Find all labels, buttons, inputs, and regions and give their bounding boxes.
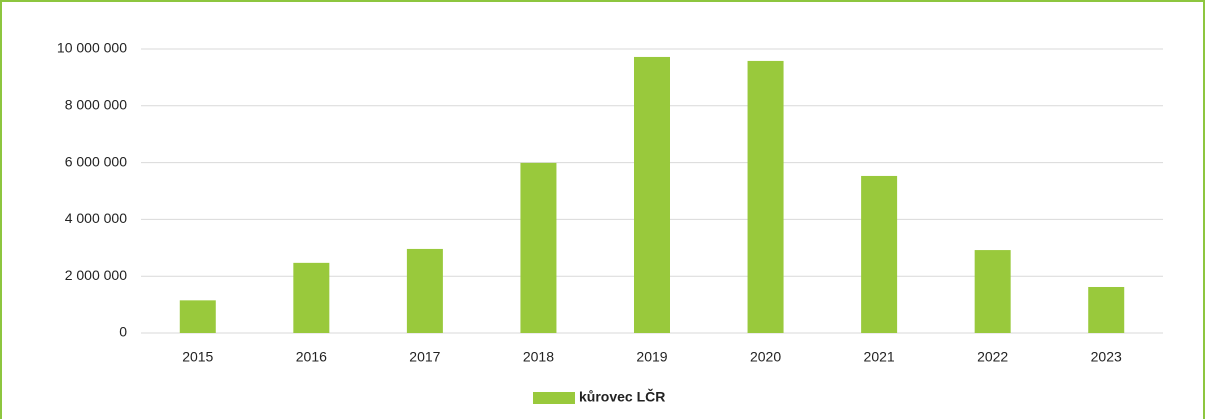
x-tick-label: 2017 xyxy=(409,349,440,365)
legend-label: kůrovec LČR xyxy=(579,388,665,405)
x-tick-label: 2023 xyxy=(1091,349,1122,365)
x-tick-label: 2016 xyxy=(296,349,327,365)
bar xyxy=(406,248,443,333)
y-tick-label: 8 000 000 xyxy=(65,97,127,113)
x-tick-label: 2019 xyxy=(636,349,667,365)
y-tick-label: 4 000 000 xyxy=(65,210,127,226)
bar xyxy=(861,175,898,333)
x-tick-label: 2018 xyxy=(523,349,554,365)
y-tick-label: 10 000 000 xyxy=(57,40,127,56)
x-tick-label: 2015 xyxy=(182,349,213,365)
x-tick-label: 2021 xyxy=(864,349,895,365)
bar xyxy=(293,262,330,333)
bar xyxy=(520,162,557,333)
x-tick-label: 2020 xyxy=(750,349,781,365)
y-tick-label: 0 xyxy=(119,324,127,340)
x-tick-label: 2022 xyxy=(977,349,1008,365)
legend-swatch xyxy=(533,392,575,404)
bar xyxy=(747,60,784,333)
bar xyxy=(634,56,670,334)
bar xyxy=(179,300,216,333)
bar xyxy=(974,250,1011,333)
bar xyxy=(1088,286,1125,333)
y-tick-label: 2 000 000 xyxy=(65,267,127,283)
y-tick-label: 6 000 000 xyxy=(65,153,127,169)
